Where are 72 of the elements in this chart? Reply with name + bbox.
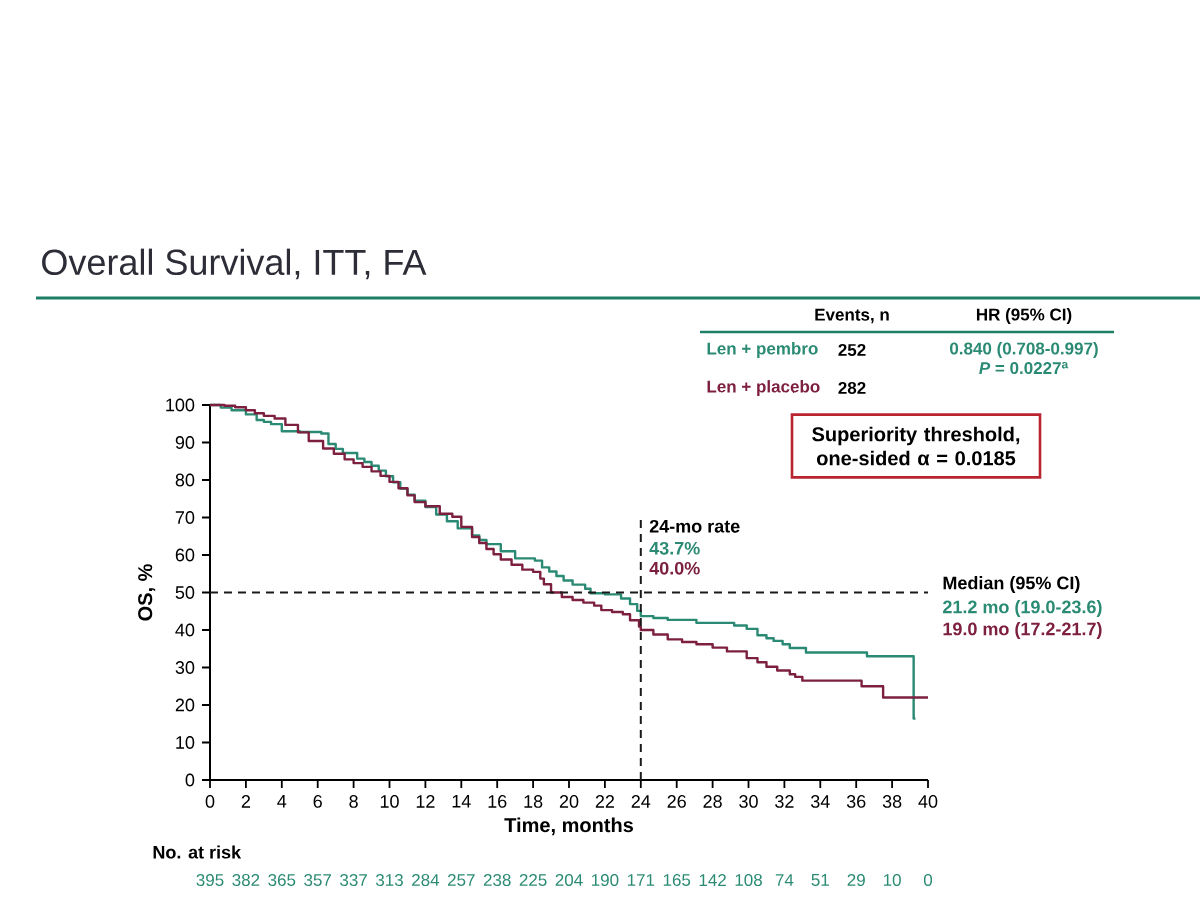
x-axis-title: Time, months bbox=[504, 817, 634, 836]
text: 238 bbox=[483, 874, 511, 887]
text: No. at risk bbox=[153, 845, 242, 859]
y-tick-label: 0 bbox=[185, 773, 195, 787]
text: Events, n bbox=[815, 308, 889, 324]
text: 0 bbox=[923, 874, 933, 887]
text: 337 bbox=[340, 874, 367, 887]
y-tick-label: 20 bbox=[175, 698, 195, 712]
x-tick-label: 28 bbox=[703, 795, 722, 808]
y-tick-label: 90 bbox=[175, 436, 195, 449]
text: HR (95% CI) bbox=[976, 308, 1072, 324]
x-tick-label: 22 bbox=[595, 795, 614, 808]
x-tick-label: 16 bbox=[488, 795, 507, 808]
y-tick-label: 10 bbox=[176, 736, 195, 749]
ref-line-label: Median (95% CI) bbox=[943, 576, 1080, 593]
y-tick-label: 80 bbox=[175, 473, 195, 487]
text: 51 bbox=[811, 874, 829, 886]
x-tick-label: 26 bbox=[667, 795, 686, 808]
x-tick-label: 24 bbox=[631, 795, 651, 808]
text: 282 bbox=[838, 381, 866, 394]
text: 395 bbox=[196, 874, 224, 887]
text: 19.0 mo (17.2-21.7) bbox=[943, 622, 1102, 639]
x-tick-label: 20 bbox=[559, 795, 579, 808]
text: 108 bbox=[735, 874, 762, 887]
y-tick-label: 70 bbox=[175, 511, 195, 524]
x-tick-label: 2 bbox=[241, 795, 250, 808]
text: 21.2 mo (19.0-23.6) bbox=[943, 600, 1102, 617]
text: Len + placebo bbox=[707, 380, 820, 396]
text: 225 bbox=[519, 874, 547, 887]
x-tick-label: 4 bbox=[277, 795, 287, 808]
x-tick-label: 40 bbox=[918, 795, 938, 808]
x-tick-label: 34 bbox=[810, 795, 830, 808]
text: 74 bbox=[775, 874, 794, 886]
y-tick-label: 50 bbox=[175, 586, 195, 599]
text: Len + pembro bbox=[707, 342, 818, 358]
text: 29 bbox=[847, 874, 865, 887]
x-tick-label: 18 bbox=[524, 795, 543, 808]
text: 190 bbox=[592, 874, 619, 887]
y-tick-label: 100 bbox=[166, 398, 195, 412]
x-tick-label: 12 bbox=[416, 795, 435, 808]
chart-title: Overall Survival, ITT, FA bbox=[42, 248, 427, 280]
annotation: Superiority threshold, one-sided α = 0.0185 bbox=[812, 426, 1020, 466]
text: 257 bbox=[447, 874, 475, 887]
text: 165 bbox=[663, 874, 691, 887]
x-tick-label: 32 bbox=[775, 795, 794, 808]
text: 357 bbox=[304, 874, 332, 887]
x-tick-label: 14 bbox=[452, 795, 471, 808]
x-tick-label: 36 bbox=[846, 795, 866, 808]
text: 284 bbox=[412, 874, 440, 887]
text: 10 bbox=[883, 874, 901, 887]
annotation: 43.7% bbox=[649, 541, 700, 555]
x-tick-label: 10 bbox=[380, 795, 399, 808]
y-tick-label: 60 bbox=[175, 548, 195, 562]
text: 142 bbox=[699, 874, 726, 886]
y-tick-label: 30 bbox=[175, 661, 195, 674]
text: 365 bbox=[268, 874, 296, 887]
annotation: 40.0% bbox=[649, 561, 700, 575]
x-tick-label: 6 bbox=[313, 795, 322, 808]
text: 252 bbox=[838, 343, 866, 356]
text: 171 bbox=[627, 874, 655, 886]
text: P = 0.0227$^{a}$ bbox=[979, 361, 1069, 375]
y-axis-title: OS, % bbox=[138, 564, 156, 621]
ref-line-label: 24-mo rate bbox=[649, 519, 740, 533]
x-tick-label: 30 bbox=[739, 795, 758, 808]
x-tick-label: 0 bbox=[205, 795, 215, 808]
text: 313 bbox=[375, 874, 403, 887]
text: 0.840 (0.708-0.997) bbox=[950, 342, 1098, 358]
text: 382 bbox=[232, 874, 260, 887]
x-tick-label: 38 bbox=[882, 795, 902, 808]
y-tick-label: 40 bbox=[175, 623, 195, 637]
text: 204 bbox=[555, 874, 583, 887]
x-tick-label: 8 bbox=[349, 795, 358, 808]
